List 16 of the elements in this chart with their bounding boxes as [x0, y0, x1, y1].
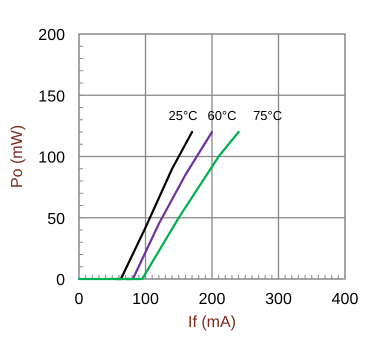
x-tick-label: 400	[332, 291, 358, 308]
y-tick-label: 100	[38, 150, 66, 166]
y-tick-label: 150	[38, 88, 66, 106]
y-tick-label: 200	[38, 27, 66, 44]
x-tick-label: 300	[265, 291, 292, 308]
x-tick-label: 200	[198, 291, 226, 308]
x-axis-title: If (mA)	[188, 314, 236, 331]
series-label: 25°C	[168, 108, 198, 123]
line-series	[78, 130, 240, 280]
y-tick-label: 0	[56, 272, 66, 289]
y-tick-label: 50	[47, 210, 66, 228]
y-axis-title: Po (mW)	[9, 124, 26, 188]
x-tick-label: 0	[74, 291, 84, 308]
series-label: 75°C	[253, 108, 282, 123]
x-tick-label: 100	[132, 291, 159, 308]
series-label: 60°C	[207, 108, 237, 123]
